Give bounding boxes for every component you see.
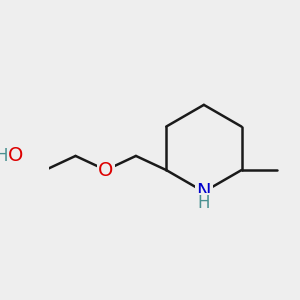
Text: H: H: [198, 194, 210, 212]
Text: O: O: [98, 160, 113, 180]
Text: H: H: [0, 147, 8, 165]
Text: N: N: [196, 182, 211, 201]
Text: O: O: [8, 146, 23, 165]
